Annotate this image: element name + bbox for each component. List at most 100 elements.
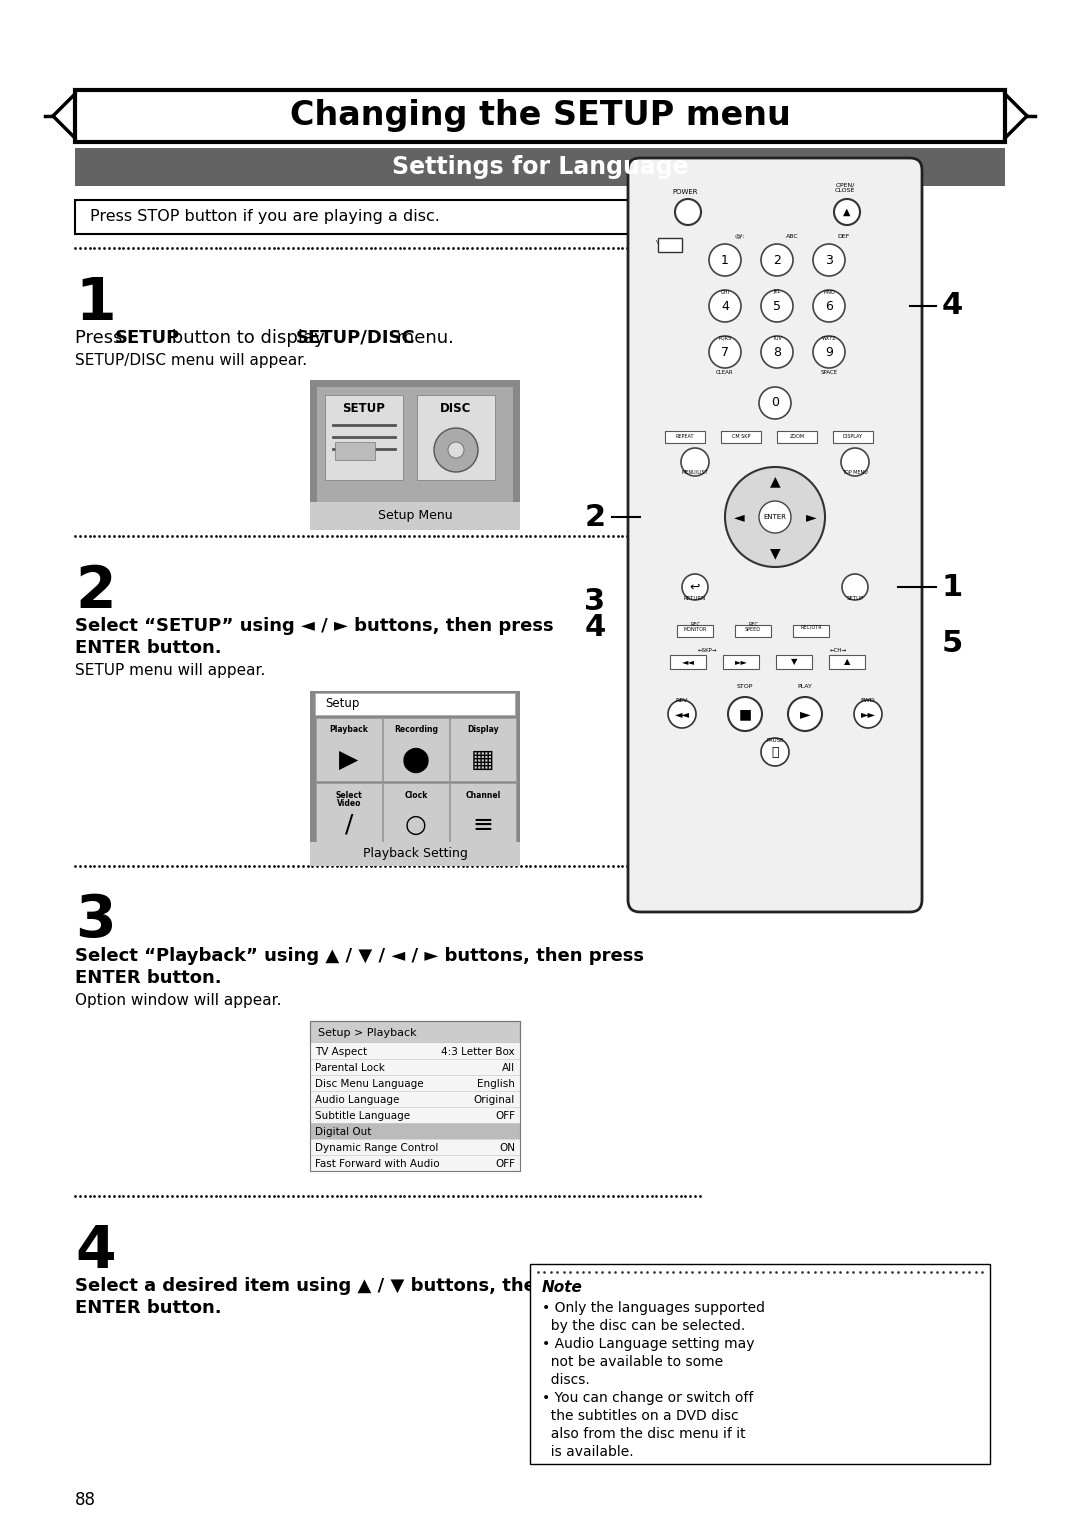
Text: MNO: MNO: [823, 289, 835, 295]
Text: ↩: ↩: [690, 581, 700, 593]
Text: Parental Lock: Parental Lock: [315, 1063, 384, 1073]
Bar: [310, 1021, 519, 1044]
Bar: [315, 694, 515, 715]
Circle shape: [813, 290, 845, 322]
Text: ◄◄: ◄◄: [675, 709, 689, 720]
Text: SETUP: SETUP: [114, 329, 180, 347]
Bar: [75, 200, 635, 234]
Bar: [670, 656, 706, 669]
Text: RETURN: RETURN: [684, 596, 706, 601]
Text: Audio Language: Audio Language: [315, 1096, 400, 1105]
Text: Option window will appear.: Option window will appear.: [75, 993, 282, 1007]
Circle shape: [448, 442, 464, 458]
Text: FWD: FWD: [861, 697, 875, 703]
Text: • Audio Language setting may: • Audio Language setting may: [542, 1337, 755, 1351]
Circle shape: [708, 244, 741, 277]
Bar: [677, 625, 713, 637]
Circle shape: [725, 468, 825, 567]
Text: the subtitles on a DVD disc: the subtitles on a DVD disc: [542, 1409, 739, 1423]
Bar: [310, 1138, 519, 1155]
Text: ▼: ▼: [770, 545, 781, 559]
Circle shape: [813, 336, 845, 368]
Text: ▦: ▦: [471, 749, 495, 772]
Text: is available.: is available.: [542, 1445, 634, 1459]
Bar: [383, 782, 449, 847]
Text: Press STOP button if you are playing a disc.: Press STOP button if you are playing a d…: [90, 209, 440, 225]
Circle shape: [841, 448, 869, 477]
Bar: [530, 1264, 990, 1464]
Text: ○: ○: [405, 813, 427, 837]
Text: OPEN/
CLOSE: OPEN/ CLOSE: [835, 183, 855, 194]
Text: ENTER button.: ENTER button.: [75, 639, 221, 657]
Bar: [777, 656, 812, 669]
Text: SPACE: SPACE: [821, 370, 838, 374]
Bar: [665, 431, 705, 443]
Text: ENTER button.: ENTER button.: [75, 1299, 221, 1317]
FancyBboxPatch shape: [627, 157, 922, 912]
Text: 2: 2: [773, 254, 781, 266]
Text: 1: 1: [721, 254, 729, 266]
Circle shape: [788, 697, 822, 730]
Bar: [310, 842, 519, 866]
Bar: [777, 431, 816, 443]
Text: POWER: POWER: [672, 189, 698, 196]
Text: Playback Setting: Playback Setting: [363, 848, 468, 860]
Text: 3: 3: [825, 254, 833, 266]
Text: Clock: Clock: [404, 790, 428, 799]
Text: ▲: ▲: [770, 474, 781, 487]
Text: Select “SETUP” using ◄ / ► buttons, then press: Select “SETUP” using ◄ / ► buttons, then…: [75, 617, 554, 636]
Circle shape: [708, 336, 741, 368]
Text: ENTER: ENTER: [764, 513, 786, 520]
Circle shape: [669, 700, 696, 727]
Text: 1: 1: [942, 573, 962, 602]
Bar: [310, 1076, 519, 1091]
Circle shape: [708, 290, 741, 322]
Text: CM SKP: CM SKP: [732, 434, 751, 440]
Text: 4: 4: [942, 292, 962, 321]
Text: 8: 8: [773, 345, 781, 359]
Bar: [310, 503, 519, 530]
Text: 4:3 Letter Box: 4:3 Letter Box: [442, 1047, 515, 1057]
Circle shape: [761, 336, 793, 368]
Text: WXYZ: WXYZ: [822, 336, 836, 341]
Circle shape: [761, 290, 793, 322]
Text: ►►: ►►: [861, 709, 876, 720]
Bar: [75, 90, 1005, 142]
Text: ←CH→: ←CH→: [829, 648, 847, 654]
Bar: [450, 718, 516, 781]
Text: ABC: ABC: [785, 234, 798, 238]
Circle shape: [854, 700, 882, 727]
Text: Press: Press: [75, 329, 129, 347]
Circle shape: [675, 199, 701, 225]
Bar: [316, 718, 382, 781]
Bar: [316, 782, 382, 847]
Circle shape: [813, 244, 845, 277]
Circle shape: [434, 428, 478, 472]
Text: SETUP/DISC menu will appear.: SETUP/DISC menu will appear.: [75, 353, 307, 368]
Text: ←SKP→: ←SKP→: [699, 648, 718, 654]
Text: 4: 4: [584, 613, 606, 642]
Bar: [325, 396, 403, 480]
Text: TUV: TUV: [772, 336, 782, 341]
Text: JKL: JKL: [773, 289, 781, 295]
Text: All: All: [502, 1063, 515, 1073]
Bar: [833, 431, 873, 443]
Text: ■: ■: [739, 707, 752, 721]
Text: 5: 5: [942, 630, 962, 659]
Text: OFF: OFF: [495, 1160, 515, 1169]
Text: ENTER button.: ENTER button.: [75, 969, 221, 987]
Circle shape: [728, 697, 762, 730]
Text: GHI: GHI: [720, 289, 729, 295]
Text: ◄: ◄: [733, 510, 744, 524]
Text: Fast Forward with Audio: Fast Forward with Audio: [315, 1160, 440, 1169]
Text: ON: ON: [499, 1143, 515, 1154]
Text: VCR Plus: VCR Plus: [657, 240, 684, 244]
Text: 4: 4: [721, 299, 729, 313]
Text: Disc Menu Language: Disc Menu Language: [315, 1079, 423, 1089]
Text: DISPLAY: DISPLAY: [842, 434, 863, 440]
Text: 4: 4: [75, 1222, 116, 1279]
Text: 5: 5: [773, 299, 781, 313]
Text: • Only the languages supported: • Only the languages supported: [542, 1300, 765, 1316]
Bar: [310, 1044, 519, 1059]
Text: ⬤: ⬤: [402, 747, 430, 773]
